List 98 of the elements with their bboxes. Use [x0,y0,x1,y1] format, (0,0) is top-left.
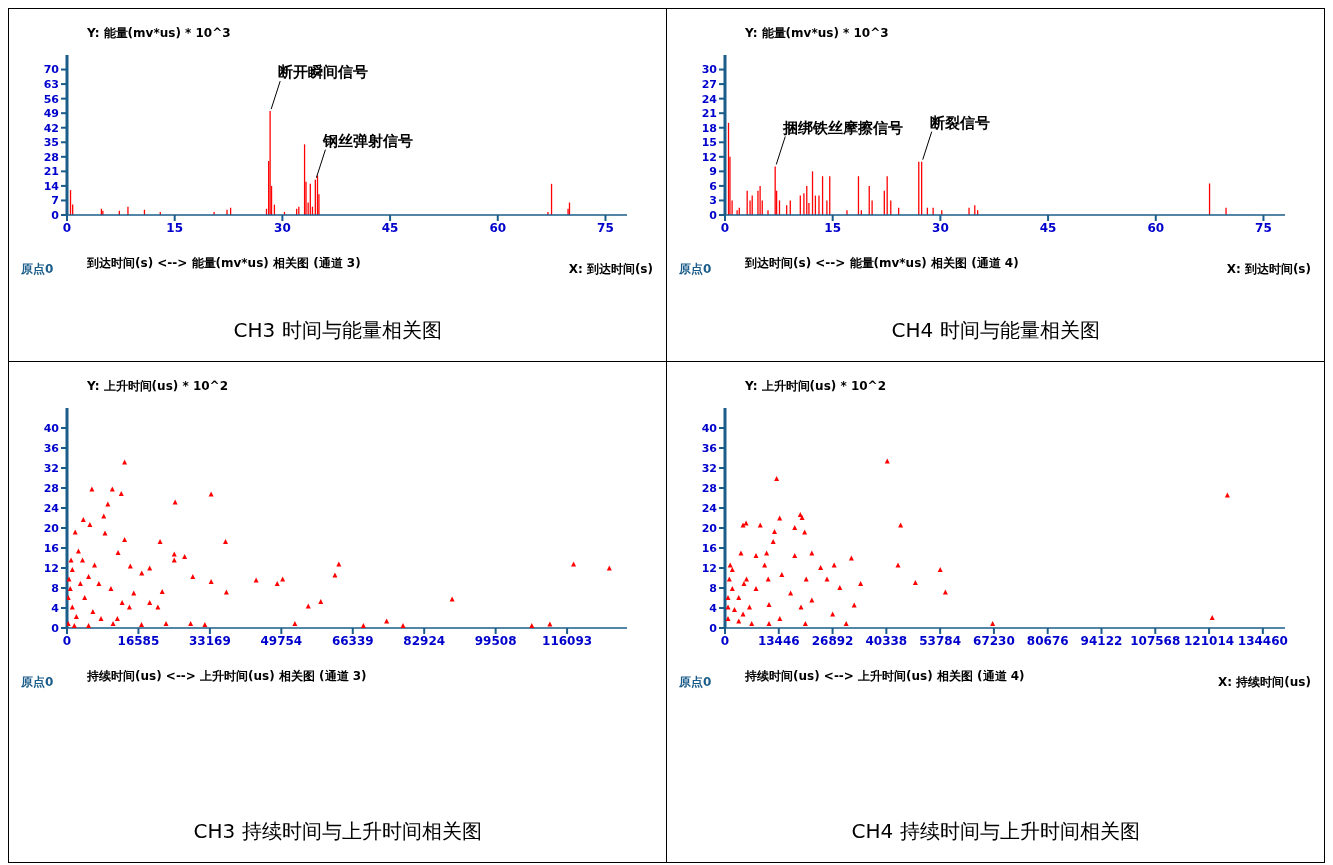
y-tick-label: 63 [43,78,59,91]
y-tick-label: 14 [43,179,60,193]
y-tick-label: 24 [43,501,60,515]
y-tick-label: 20 [701,521,718,535]
text: 原点0 [678,675,712,689]
x-tick-label: 53784 [919,633,962,648]
y-tick-label: 40 [43,421,60,435]
y-tick-label: 12 [701,150,717,164]
annotation: 钢丝弹射信号 [322,131,414,150]
x-axis-title: 到达时间(s) <--> 能量(mv*us) 相关图 (通道 3) [86,256,361,270]
y-tick-label: 28 [43,481,59,495]
y-tick-label: 3 [709,194,717,208]
x-tick-label: 80676 [1026,633,1069,648]
text: CH4 持续时间与上升时间相关图 [850,818,1141,845]
y-tick-label: 42 [43,121,59,135]
x-tick-label: 67230 [973,633,1015,648]
y-tick-label: 49 [43,107,59,121]
y-tick-label: 35 [43,136,59,150]
text: CH3 持续时间与上升时间相关图 [192,818,483,845]
x-tick-label: 26892 [811,633,854,648]
text: X: 到达时间(s) [568,262,653,276]
y-tick-label: 9 [709,165,717,179]
y-tick-label: 28 [43,150,59,164]
y-tick-label: 32 [701,461,717,475]
x-tick-label: 60 [489,220,507,235]
y-tick-label: 70 [43,63,60,77]
y-tick-label: 40 [701,421,718,435]
x-axis-title: 持续时间(us) <--> 上升时间(us) 相关图 (通道 4) [744,669,1025,683]
y-tick-label: 24 [701,92,718,106]
x-tick-label: 121014 [1184,633,1235,648]
x-tick-label: 82924 [403,633,446,648]
y-tick-label: 36 [43,441,60,455]
x-tick-label: 33169 [189,633,231,648]
annotation: 捆绑铁丝摩擦信号 [782,118,904,137]
x-tick-label: 66339 [331,633,374,648]
y-tick-label: 0 [51,208,60,222]
y-tick-label: 7 [51,194,59,208]
x-tick-label: 40338 [865,633,908,648]
text: CH4 时间与能量相关图 [890,317,1101,344]
text: 原点0 [20,675,54,689]
x-tick-label: 49754 [260,633,303,648]
x-tick-label: 0 [62,633,72,648]
text: 原点0 [678,262,712,276]
y-tick-label: 4 [51,601,60,615]
y-axis-title: Y: 能量(mv*us) * 10^3 [744,26,889,40]
y-tick-label: 12 [43,561,59,575]
y-tick-label: 30 [701,63,718,77]
x-tick-label: 0 [720,633,730,648]
y-tick-label: 18 [701,121,717,135]
y-tick-label: 27 [701,78,717,91]
text: 原点0 [20,262,54,276]
y-tick-label: 56 [43,92,60,106]
x-axis-title: 到达时间(s) <--> 能量(mv*us) 相关图 (通道 4) [744,256,1019,270]
y-tick-label: 24 [701,501,718,515]
y-tick-label: 12 [701,561,717,575]
x-tick-label: 30 [274,220,291,235]
x-tick-label: 0 [720,220,730,235]
x-tick-label: 15 [824,220,842,235]
x-tick-label: 45 [1039,220,1057,235]
y-tick-label: 16 [43,541,60,555]
y-axis-title: Y: 能量(mv*us) * 10^3 [86,26,231,40]
x-tick-label: 16585 [117,633,160,648]
y-tick-label: 28 [701,481,717,495]
x-tick-label: 75 [597,220,614,235]
y-tick-label: 36 [701,441,718,455]
y-tick-label: 0 [51,621,60,635]
x-tick-label: 99508 [474,633,517,648]
y-tick-label: 6 [709,179,718,193]
annotation: 断裂信号 [929,113,990,132]
text: CH3 时间与能量相关图 [232,317,443,344]
x-tick-label: 116093 [542,633,593,648]
y-tick-label: 15 [701,136,717,150]
y-axis-title: Y: 上升时间(us) * 10^2 [744,379,887,393]
x-tick-label: 0 [62,220,72,235]
x-tick-label: 134460 [1237,633,1288,648]
y-tick-label: 20 [43,521,60,535]
x-tick-label: 107568 [1130,633,1181,648]
text: X: 到达时间(s) [1226,262,1311,276]
x-tick-label: 15 [166,220,184,235]
x-tick-label: 45 [381,220,399,235]
y-tick-label: 8 [709,581,717,595]
y-tick-label: 8 [51,581,59,595]
x-tick-label: 30 [932,220,949,235]
y-axis-title: Y: 上升时间(us) * 10^2 [86,379,229,393]
y-tick-label: 4 [709,601,718,615]
x-tick-label: 75 [1255,220,1272,235]
y-tick-label: 32 [43,461,59,475]
x-tick-label: 60 [1147,220,1165,235]
x-tick-label: 13446 [757,633,800,648]
y-tick-label: 21 [43,165,59,179]
x-tick-label: 94122 [1080,633,1123,648]
y-tick-label: 21 [701,107,717,121]
y-tick-label: 0 [709,208,718,222]
x-axis-title: 持续时间(us) <--> 上升时间(us) 相关图 (通道 3) [86,669,367,683]
annotation: 断开瞬间信号 [278,63,369,82]
y-tick-label: 16 [701,541,718,555]
text: X: 持续时间(us) [1218,675,1311,689]
y-tick-label: 0 [709,621,718,635]
